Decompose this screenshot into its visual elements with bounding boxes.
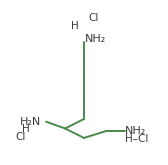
Text: Cl: Cl [89, 13, 99, 23]
Text: Cl: Cl [15, 132, 26, 142]
Text: H: H [22, 124, 30, 134]
Text: H₂N: H₂N [20, 117, 41, 127]
Text: NH₂: NH₂ [85, 34, 106, 44]
Text: NH₂: NH₂ [125, 126, 146, 136]
Text: H–Cl: H–Cl [125, 134, 149, 144]
Text: H: H [71, 21, 79, 31]
